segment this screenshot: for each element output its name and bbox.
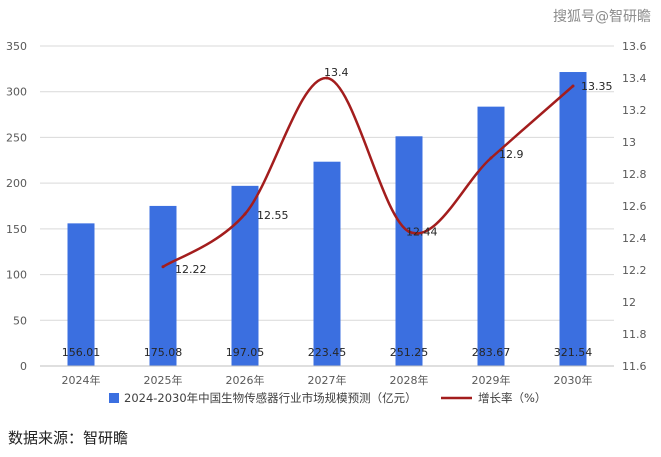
y-right-tick-label: 12.4 (622, 232, 647, 245)
legend-bar-label: 2024-2030年中国生物传感器行业市场规模预测（亿元） (124, 391, 417, 405)
growth-line: 12.22 12.55 13.4 12.44 12.9 13.35 (161, 66, 613, 276)
y-left-tick-label: 300 (6, 86, 27, 99)
y-right-tick-label: 12 (622, 296, 636, 309)
bar (559, 72, 587, 366)
growth-line-path (162, 76, 574, 268)
growth-line-point (489, 156, 493, 160)
legend-line-label: 增长率（%） (478, 391, 546, 405)
legend: 2024-2030年中国生物传感器行业市场规模预测（亿元） 增长率（%） (109, 391, 546, 405)
growth-data-label: 12.55 (257, 209, 289, 222)
x-tick-label: 2027年 (308, 373, 347, 387)
y-right-tick-label: 12.6 (622, 200, 647, 213)
x-tick-label: 2028年 (390, 373, 429, 387)
y-left-tick-label: 0 (20, 360, 27, 373)
growth-line-point (243, 212, 247, 216)
x-tick-label: 2026年 (226, 373, 265, 387)
y-right-tick-label: 11.8 (622, 328, 647, 341)
x-tick-label: 2030年 (554, 373, 593, 387)
y-left-tick-label: 50 (13, 314, 27, 327)
y-right-tick-label: 13.2 (622, 104, 647, 117)
growth-data-label: 13.35 (581, 80, 613, 93)
y-right-tick-label: 11.6 (622, 360, 647, 373)
bar-data-label: 321.54 (554, 346, 593, 359)
y-right-tick-label: 13.6 (622, 40, 647, 53)
bar (395, 136, 423, 366)
y-right-tick-label: 13.4 (622, 72, 647, 85)
y-right-tick-label: 12.8 (622, 168, 647, 181)
y-left-tick-label: 200 (6, 177, 27, 190)
axes: 0 50 100 150 200 250 300 350 11.6 11.8 12 12.2 12.4 1… (6, 40, 647, 387)
x-tick-label: 2024年 (62, 373, 101, 387)
bar-data-label: 283.67 (472, 346, 511, 359)
bar (477, 106, 505, 367)
growth-line-point (161, 265, 165, 269)
bar-data-label: 197.05 (226, 346, 265, 359)
growth-data-label: 13.4 (324, 66, 349, 79)
bar-data-label: 175.08 (144, 346, 183, 359)
y-left-tick-label: 250 (6, 131, 27, 144)
y-right-tick-label: 12.2 (622, 264, 647, 277)
growth-data-label: 12.44 (406, 226, 438, 239)
y-left-tick-label: 150 (6, 223, 27, 236)
y-left-tick-label: 350 (6, 40, 27, 53)
watermark: 搜狐号@智研瞻 (553, 9, 651, 25)
data-source: 数据来源：智研瞻 (8, 429, 129, 447)
bar (149, 205, 177, 366)
bar-data-label: 156.01 (62, 346, 101, 359)
bar-data-label: 223.45 (308, 346, 347, 359)
growth-data-label: 12.9 (499, 148, 524, 161)
legend-bar-swatch (109, 393, 119, 403)
x-tick-label: 2029年 (472, 373, 511, 387)
bars: 156.01 175.08 197.05 223.45 251.25 283.67 321.… (62, 72, 593, 367)
y-left-tick-label: 100 (6, 269, 27, 282)
growth-line-point (325, 76, 329, 80)
y-right-tick-label: 13 (622, 136, 636, 149)
growth-line-point (407, 230, 411, 234)
x-tick-label: 2025年 (144, 373, 183, 387)
bar-data-label: 251.25 (390, 346, 429, 359)
bar (67, 223, 95, 366)
growth-data-label: 12.22 (175, 263, 207, 276)
bar (313, 161, 341, 366)
growth-line-point (571, 84, 575, 88)
